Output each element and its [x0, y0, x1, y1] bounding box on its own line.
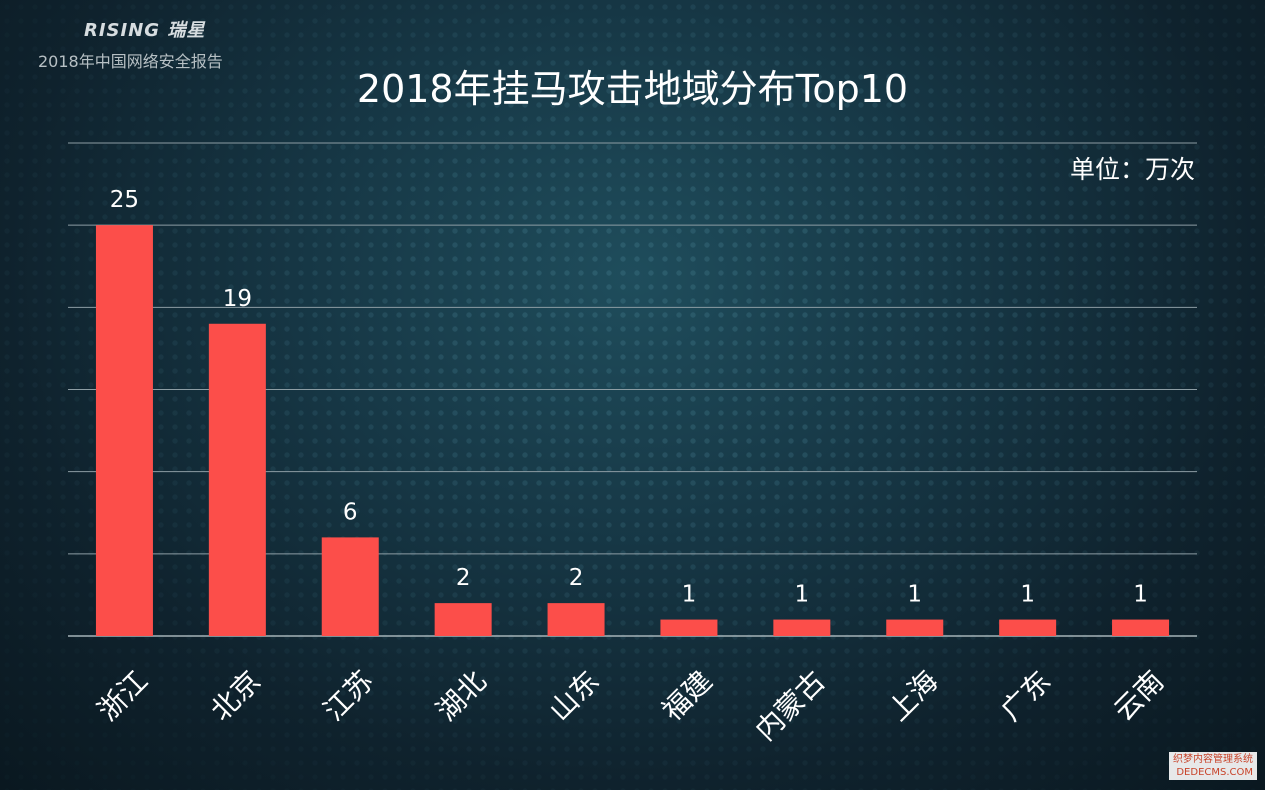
- bar: [547, 603, 605, 636]
- data-label: 1: [682, 582, 697, 608]
- data-label: 25: [110, 187, 139, 213]
- data-label: 1: [1133, 582, 1148, 608]
- data-label: 6: [343, 499, 358, 525]
- data-label: 2: [456, 565, 471, 591]
- x-tick-label: 内蒙古: [749, 664, 832, 747]
- bar: [95, 225, 153, 636]
- x-tick-label: 江苏: [317, 664, 380, 727]
- bar: [886, 619, 944, 636]
- x-tick-label: 浙江: [91, 664, 154, 727]
- data-label: 1: [1020, 582, 1035, 608]
- unit-label: 单位：万次: [1069, 155, 1195, 184]
- x-tick-label: 山东: [543, 664, 606, 727]
- x-tick-label: 上海: [881, 664, 944, 727]
- x-tick-label: 北京: [204, 664, 267, 727]
- bar: [1112, 619, 1170, 636]
- data-label: 1: [907, 582, 922, 608]
- bar: [434, 603, 492, 636]
- x-tick-label: 福建: [656, 664, 719, 727]
- bar: [999, 619, 1057, 636]
- data-label: 2: [569, 565, 584, 591]
- watermark: 织梦内容管理系统 DEDECMS.COM: [1169, 752, 1257, 780]
- bar: [660, 619, 718, 636]
- bar: [321, 537, 379, 636]
- x-tick-label: 云南: [1107, 664, 1170, 727]
- rising-logo: RISING 瑞星: [84, 20, 206, 41]
- watermark-line2: DEDECMS.COM: [1176, 767, 1253, 778]
- x-tick-label: 湖北: [430, 664, 493, 727]
- chart-title: 2018年挂马攻击地域分布Top10: [356, 67, 909, 111]
- bar: [773, 619, 831, 636]
- data-label: 1: [795, 582, 810, 608]
- report-title: 2018年中国网络安全报告: [38, 52, 223, 71]
- watermark-line1: 织梦内容管理系统: [1173, 754, 1253, 765]
- data-label: 19: [223, 286, 252, 312]
- bar: [208, 323, 266, 636]
- x-tick-label: 广东: [994, 664, 1057, 727]
